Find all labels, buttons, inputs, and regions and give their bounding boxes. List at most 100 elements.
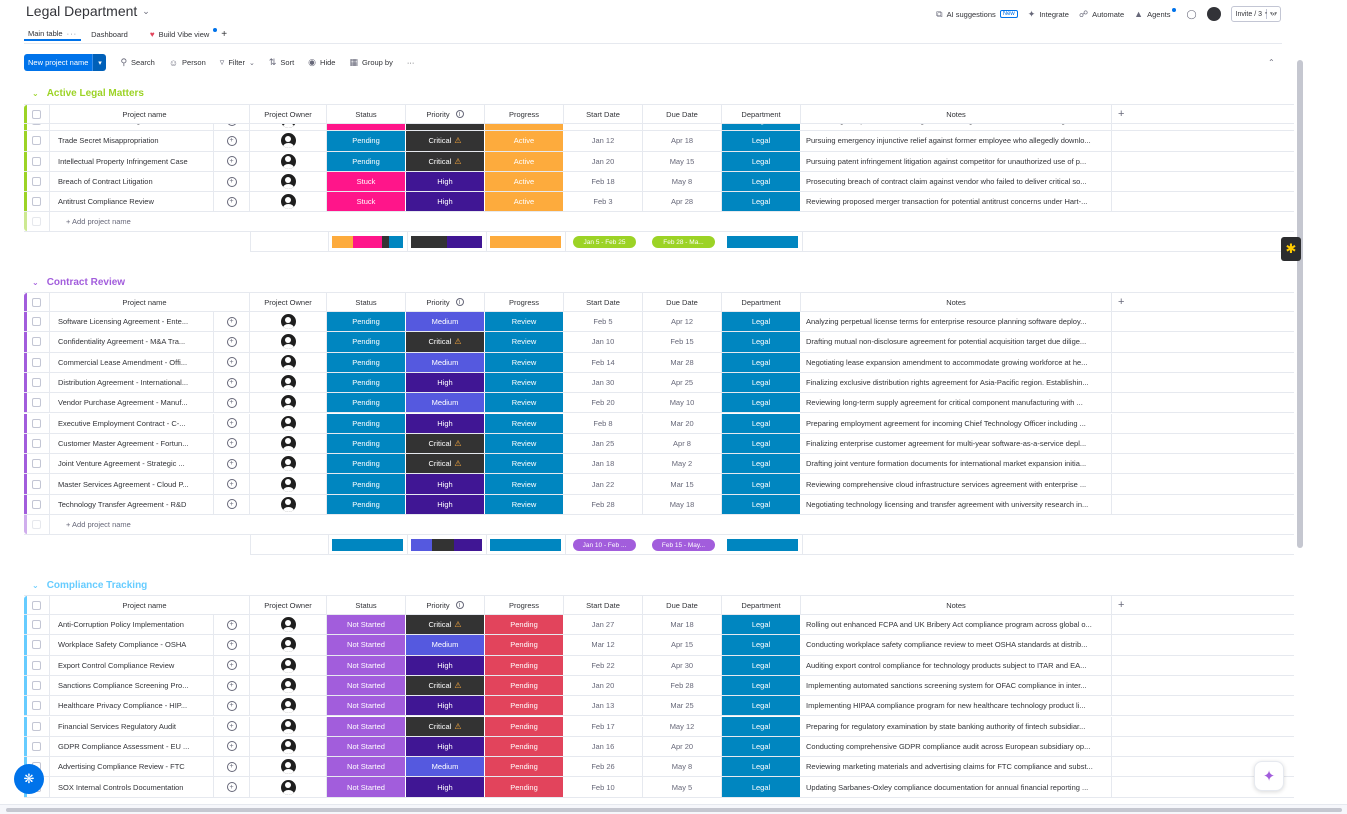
start-date-cell[interactable]: Jan 13 — [564, 696, 643, 716]
progress-cell[interactable]: Review — [485, 454, 564, 474]
row-checkbox-cell[interactable] — [24, 171, 50, 192]
start-date-cell[interactable]: Jan 30 — [564, 372, 643, 393]
priority-cell[interactable]: High — [406, 171, 485, 192]
notes-cell[interactable]: Reviewing proposed merger transaction fo… — [801, 192, 1112, 212]
status-cell[interactable]: Pending — [327, 494, 406, 514]
chevron-down-icon[interactable]: ⌄ — [248, 59, 255, 67]
row-checkbox-cell[interactable] — [24, 433, 50, 454]
row-checkbox-cell[interactable] — [24, 124, 50, 131]
checkbox[interactable] — [32, 297, 41, 307]
owner-avatar-icon[interactable] — [280, 133, 296, 149]
owner-avatar-icon[interactable] — [280, 354, 296, 370]
horizontal-scrollbar[interactable] — [0, 804, 1347, 814]
add-update-icon[interactable]: + — [226, 316, 237, 327]
notes-cell[interactable]: Implementing automated sanctions screeni… — [801, 675, 1112, 696]
start-date-cell[interactable]: Feb 14 — [564, 352, 643, 372]
table-row[interactable]: Joint Venture Agreement - Strategic ... +… — [24, 454, 1294, 475]
start-date-cell[interactable]: Jan 20 — [564, 151, 643, 171]
status-summary-bar[interactable] — [332, 236, 403, 249]
collapse-toolbar-icon[interactable]: ⌃ — [1268, 58, 1275, 67]
status-cell[interactable]: Pending — [327, 151, 406, 171]
owner-avatar-icon[interactable] — [280, 395, 296, 411]
integrate-button[interactable]: ✦ Integrate — [1028, 9, 1069, 20]
checkbox[interactable] — [32, 479, 41, 489]
progress-summary-bar[interactable] — [490, 539, 561, 551]
priority-cell[interactable]: Critical⚠ — [406, 716, 485, 736]
notes-cell[interactable]: Pursuing emergency injunctive relief aga… — [801, 131, 1112, 151]
project-name-cell[interactable]: Intellectual Property Infringement Case — [50, 152, 213, 171]
tab-build-vibe-view[interactable]: ♥ Build Vibe view + — [146, 27, 231, 41]
sparkle-icon[interactable]: ✱ — [1281, 237, 1301, 261]
start-date-cell[interactable]: Jan 12 — [564, 131, 643, 151]
department-cell[interactable]: Legal — [722, 171, 801, 192]
row-checkbox-cell[interactable] — [24, 454, 50, 474]
table-row[interactable]: GDPR Compliance Assessment - EU ... + Not … — [24, 736, 1294, 758]
checkbox[interactable] — [32, 177, 41, 187]
project-name-cell[interactable]: Commercial Lease Amendment - Offi... — [50, 353, 213, 372]
due-date-cell[interactable]: Mar 15 — [643, 474, 722, 494]
add-update-icon[interactable]: + — [226, 619, 237, 630]
status-cell[interactable]: Stuck — [327, 192, 406, 212]
due-date-cell[interactable]: Apr 25 — [643, 372, 722, 393]
due-date-cell[interactable]: Mar 25 — [643, 696, 722, 716]
status-cell[interactable]: Not Started — [327, 757, 406, 777]
add-update-icon[interactable]: + — [226, 336, 237, 347]
table-row[interactable]: Distribution Agreement - International..… — [24, 372, 1294, 394]
checkbox[interactable] — [32, 124, 41, 126]
owner-cell[interactable] — [250, 352, 327, 372]
status-cell[interactable]: Not Started — [327, 635, 406, 655]
project-name-cell[interactable]: Workplace Safety Compliance - OSHA — [50, 635, 213, 654]
progress-cell[interactable]: Review — [485, 332, 564, 352]
status-cell[interactable]: Pending — [327, 433, 406, 454]
start-date-cell[interactable]: Jan 27 — [564, 615, 643, 635]
notes-cell[interactable]: Conducting comprehensive investigation i… — [801, 124, 1112, 131]
add-update-icon[interactable]: + — [226, 156, 237, 167]
owner-avatar-icon[interactable] — [280, 476, 296, 492]
status-summary-bar[interactable] — [332, 539, 403, 551]
department-cell[interactable]: Legal — [722, 757, 801, 777]
notes-cell[interactable]: Finalizing exclusive distribution rights… — [801, 372, 1112, 393]
due-date-cell[interactable]: May 10 — [643, 393, 722, 413]
info-icon[interactable]: i — [455, 110, 464, 118]
start-date-cell[interactable]: Feb 22 — [564, 655, 643, 675]
priority-cell[interactable]: High — [406, 413, 485, 433]
add-column-button[interactable]: + — [1112, 105, 1294, 123]
progress-cell[interactable]: Review — [485, 352, 564, 372]
row-checkbox-cell[interactable] — [24, 716, 50, 736]
due-date-cell[interactable]: May 5 — [643, 777, 722, 797]
progress-cell[interactable]: Pending — [485, 696, 564, 716]
progress-cell[interactable]: Active — [485, 171, 564, 192]
row-checkbox-cell[interactable] — [24, 494, 50, 514]
owner-avatar-icon[interactable] — [280, 637, 296, 653]
toolbar-more-icon[interactable]: ··· — [406, 58, 415, 67]
add-item-row[interactable]: + Add project name — [24, 515, 1294, 535]
add-update-icon[interactable]: + — [226, 782, 237, 793]
add-update-icon[interactable]: + — [226, 721, 237, 732]
add-update-icon[interactable]: + — [226, 700, 237, 711]
owner-cell[interactable] — [250, 332, 327, 352]
updates-button[interactable]: ◯ — [1186, 9, 1196, 20]
table-row[interactable]: Intellectual Property Infringement Case +… — [24, 151, 1294, 172]
status-cell[interactable]: Not Started — [327, 696, 406, 716]
owner-cell[interactable] — [250, 151, 327, 171]
agents-button[interactable]: ▲ Agents — [1134, 8, 1177, 19]
department-cell[interactable]: Legal — [722, 433, 801, 454]
link-icon[interactable]: ∞ — [1271, 10, 1276, 18]
row-checkbox-cell[interactable] — [24, 655, 50, 675]
department-cell[interactable]: Legal — [722, 655, 801, 675]
group-header[interactable]: ⌄ Compliance Tracking — [32, 578, 147, 592]
start-date-range-pill[interactable]: Jan 10 - Feb ... — [573, 539, 636, 551]
table-row[interactable]: Export Control Compliance Review + Not Sta… — [24, 655, 1294, 676]
row-checkbox-cell[interactable] — [24, 151, 50, 171]
department-cell[interactable]: Legal — [722, 332, 801, 352]
table-row[interactable]: Trade Secret Misappropriation + Pending Cri… — [24, 131, 1294, 152]
checkbox[interactable] — [32, 721, 41, 731]
row-checkbox-cell[interactable] — [24, 615, 50, 635]
checkbox[interactable] — [32, 357, 41, 367]
owner-avatar-icon[interactable] — [280, 698, 296, 714]
status-cell[interactable]: Pending — [327, 393, 406, 413]
checkbox[interactable] — [32, 337, 41, 347]
checkbox[interactable] — [32, 136, 41, 146]
department-cell[interactable]: Legal — [722, 393, 801, 413]
tab-options-icon[interactable]: ··· — [66, 28, 78, 38]
